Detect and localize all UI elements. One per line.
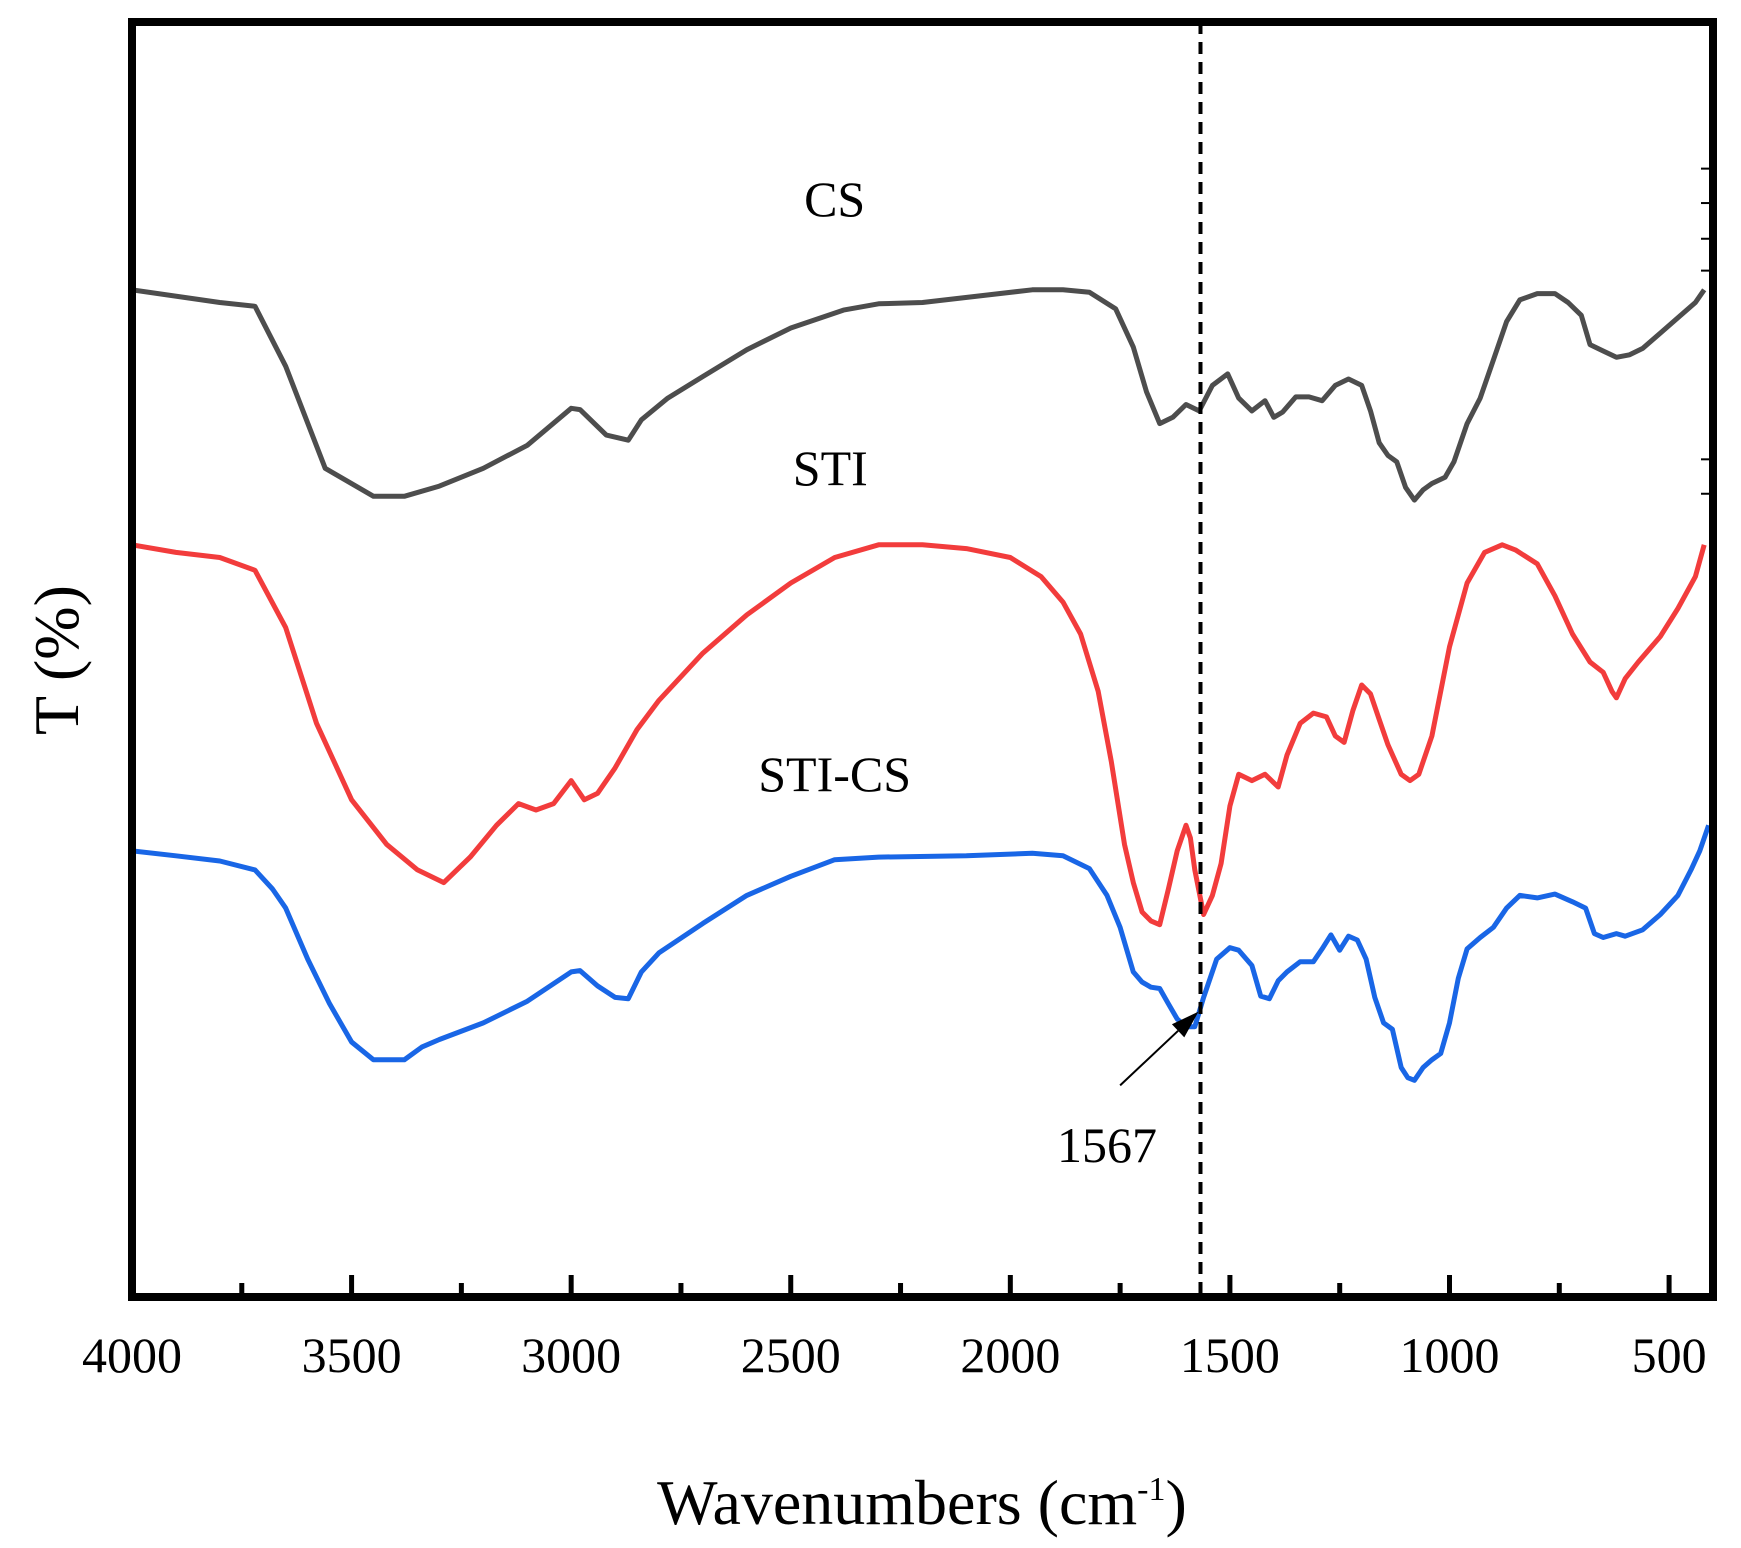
- x-axis-title-main: Wavenumbers: [657, 1467, 1022, 1538]
- y-axis-ticks: [1701, 167, 1711, 495]
- x-tick-label-3000: 3000: [521, 1327, 621, 1383]
- x-tick-label-3500: 3500: [302, 1327, 402, 1383]
- annotation-1567-label: 1567: [1057, 1117, 1157, 1173]
- x-axis-title: Wavenumbers (cm-1): [657, 1467, 1187, 1538]
- x-tick-label-2500: 2500: [741, 1327, 841, 1383]
- x-axis-title-unit: (cm: [1038, 1467, 1138, 1538]
- series-label-sti: STI: [793, 440, 868, 496]
- y-axis-title: T (%): [21, 585, 92, 735]
- series-label-sti-cs: STI-CS: [758, 746, 911, 802]
- x-tick-label-1500: 1500: [1180, 1327, 1280, 1383]
- x-axis-ticks: [239, 1275, 1672, 1297]
- series-layer: [132, 287, 1711, 1083]
- series-line-sti: [132, 542, 1707, 928]
- annotation-arrow-head: [1171, 1011, 1199, 1038]
- x-tick-labels: 4000 3500 3000 2500 2000 1500 1000 500: [82, 1327, 1707, 1383]
- x-tick-label-2000: 2000: [960, 1327, 1060, 1383]
- x-tick-label-4000: 4000: [82, 1327, 182, 1383]
- x-tick-label-1000: 1000: [1400, 1327, 1500, 1383]
- x-axis-title-unit-sup: -1: [1137, 1471, 1165, 1508]
- series-label-cs: CS: [804, 171, 865, 227]
- x-axis-title-unit-close: ): [1166, 1467, 1187, 1538]
- series-line-cs: [132, 287, 1707, 503]
- series-line-sti-cs: [132, 824, 1711, 1083]
- x-tick-label-500: 500: [1632, 1327, 1707, 1383]
- plot-frame: [128, 18, 1717, 1301]
- annotation-arrow-line: [1119, 1030, 1179, 1087]
